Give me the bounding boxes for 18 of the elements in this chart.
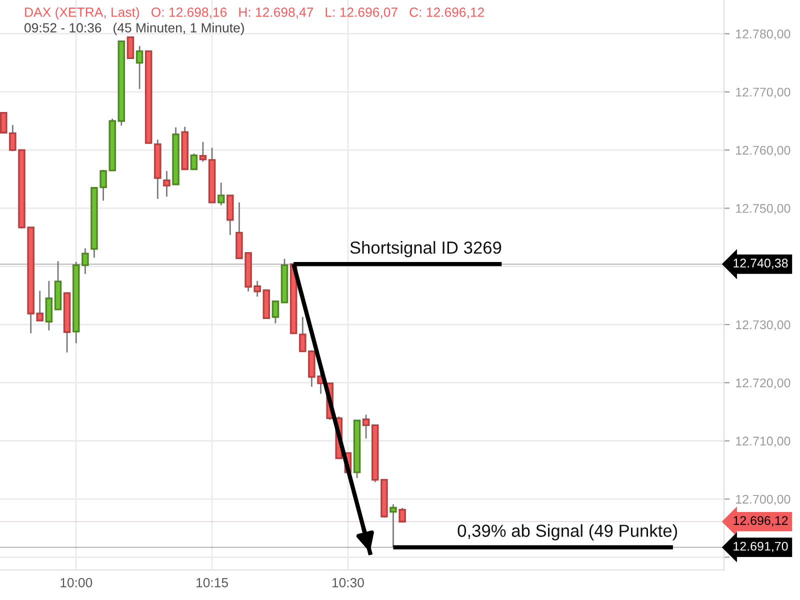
x-tick-label: 10:30 bbox=[332, 578, 364, 588]
ref-line-label: 12.691,70 bbox=[734, 542, 788, 552]
text: 09:52 - 10:36 (45 Minuten, 1 Minute) bbox=[24, 22, 244, 36]
ref-line-label: 12.696,12 bbox=[734, 516, 788, 526]
y-tick-label: 12.710,00 bbox=[736, 436, 790, 448]
x-tick-label: 10:00 bbox=[60, 578, 92, 588]
y-tick-label: 12.730,00 bbox=[736, 320, 790, 331]
annotation: Shortsignal ID 3269 bbox=[350, 241, 502, 258]
annotation: 0,39% ab Signal (49 Punkte) bbox=[458, 524, 678, 540]
ref-line-label: 12.740,38 bbox=[734, 258, 788, 270]
y-tick-label: 12.750,00 bbox=[736, 204, 790, 214]
y-tick-label: 12.770,00 bbox=[736, 88, 790, 98]
y-tick-label: 12.760,00 bbox=[736, 146, 790, 156]
x-tick-label: 10:15 bbox=[196, 578, 228, 588]
y-tick-label: 12.780,00 bbox=[736, 30, 790, 40]
y-tick-label: 12.720,00 bbox=[736, 378, 790, 389]
text: DAX (XETRA, Last) O: 12.698,16 H: 12.698,47 L: 12.696,07 C: 12.696,12 bbox=[25, 7, 484, 20]
y-tick-label: 12.700,00 bbox=[736, 494, 790, 506]
